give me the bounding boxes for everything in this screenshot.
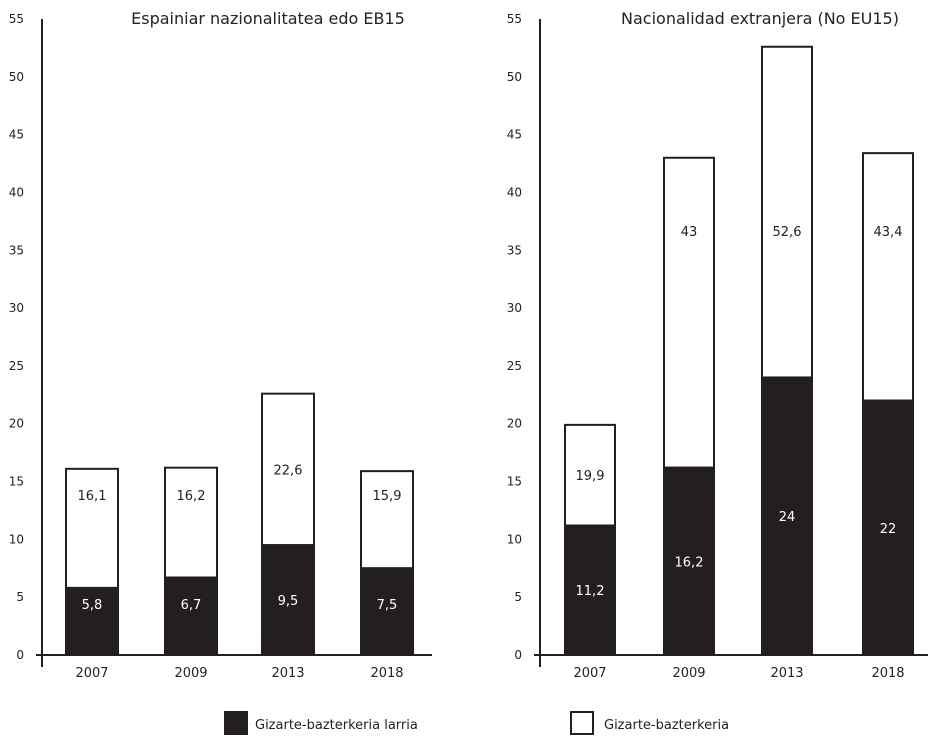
bar-segment-gizarte-bazterkeria	[663, 156, 715, 469]
data-label-dark: 24	[779, 510, 796, 525]
x-tick-label: 2007	[75, 666, 108, 681]
data-label-light: 16,1	[78, 489, 107, 504]
data-label-light: 16,2	[177, 489, 206, 504]
chart-title: Espainiar nazionalitatea edo EB15	[131, 9, 405, 28]
x-tick-label: 2013	[770, 666, 803, 681]
y-tick-label: 40	[9, 185, 24, 199]
bar-segment-gizarte-bazterkeria-larria	[761, 376, 813, 656]
bar-segment-gizarte-bazterkeria	[564, 423, 616, 527]
x-tick-label: 2018	[370, 666, 403, 681]
y-tick-label: 45	[507, 128, 522, 142]
y-tick-label: 55	[507, 12, 522, 26]
bar-segment-gizarte-bazterkeria	[761, 45, 813, 379]
data-label-light: 43,4	[874, 225, 903, 240]
data-label-dark: 6,7	[181, 598, 202, 613]
y-tick-label: 50	[507, 70, 522, 84]
bar-segment-gizarte-bazterkeria-larria	[65, 586, 119, 656]
y-tick-label: 0	[514, 648, 522, 662]
data-label-dark: 5,8	[82, 598, 103, 613]
bar-segment-gizarte-bazterkeria-larria	[564, 524, 616, 656]
data-label-light: 22,6	[274, 463, 303, 478]
legend-swatch	[224, 711, 248, 735]
y-tick-label: 15	[9, 475, 24, 489]
bar-segment-gizarte-bazterkeria	[164, 466, 218, 579]
data-label-light: 52,6	[773, 225, 802, 240]
data-label-dark: 22	[880, 522, 897, 537]
x-tick-label: 2018	[871, 666, 904, 681]
y-tick-label: 5	[514, 590, 522, 604]
bar-segment-gizarte-bazterkeria-larria	[164, 576, 218, 656]
legend-label: Gizarte-bazterkeria larria	[255, 718, 418, 733]
y-tick-label: 45	[9, 128, 24, 142]
y-tick-label: 10	[9, 532, 24, 546]
y-tick-label: 20	[507, 417, 522, 431]
bar-segment-gizarte-bazterkeria-larria	[261, 544, 315, 656]
data-label-dark: 9,5	[278, 594, 299, 609]
y-tick-label: 35	[9, 243, 24, 257]
y-tick-label: 25	[9, 359, 24, 373]
y-tick-label: 0	[16, 648, 24, 662]
bar-segment-gizarte-bazterkeria-larria	[663, 466, 715, 656]
data-label-light: 15,9	[373, 489, 402, 504]
y-tick-label: 30	[9, 301, 24, 315]
x-tick-label: 2009	[672, 666, 705, 681]
y-tick-label: 5	[16, 590, 24, 604]
bar-segment-gizarte-bazterkeria	[65, 467, 119, 589]
y-tick-label: 35	[507, 243, 522, 257]
legend-label: Gizarte-bazterkeria	[604, 718, 729, 733]
y-tick-label: 20	[9, 417, 24, 431]
bar-segment-gizarte-bazterkeria	[261, 392, 315, 547]
y-tick-label: 55	[9, 12, 24, 26]
data-label-dark: 11,2	[576, 584, 605, 599]
x-tick-label: 2007	[573, 666, 606, 681]
data-label-dark: 16,2	[675, 555, 704, 570]
legend-swatch	[570, 711, 594, 735]
bar-segment-gizarte-bazterkeria-larria	[862, 399, 914, 656]
y-tick-label: 50	[9, 70, 24, 84]
bar-segment-gizarte-bazterkeria	[360, 470, 414, 570]
x-tick-label: 2009	[174, 666, 207, 681]
y-tick-label: 15	[507, 475, 522, 489]
y-tick-label: 25	[507, 359, 522, 373]
chart-title: Nacionalidad extranjera (No EU15)	[621, 9, 899, 28]
bar-segment-gizarte-bazterkeria-larria	[360, 567, 414, 656]
y-tick-label: 10	[507, 532, 522, 546]
bar-segment-gizarte-bazterkeria	[862, 152, 914, 402]
data-label-light: 43	[681, 225, 698, 240]
y-tick-label: 40	[507, 185, 522, 199]
data-label-light: 19,9	[576, 469, 605, 484]
x-tick-label: 2013	[271, 666, 304, 681]
y-tick-label: 30	[507, 301, 522, 315]
data-label-dark: 7,5	[377, 598, 398, 613]
